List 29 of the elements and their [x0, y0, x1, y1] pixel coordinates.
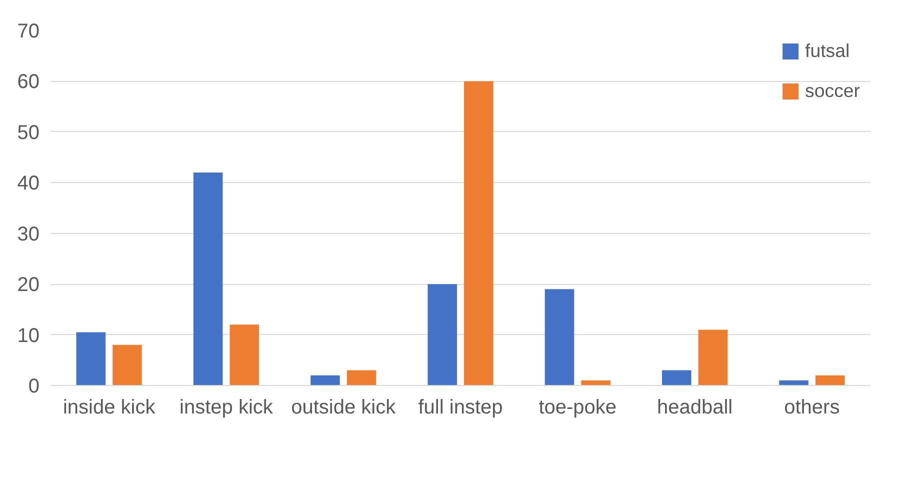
x-tick-label: toe-poke	[538, 396, 617, 418]
x-tick-label: outside kick	[291, 396, 397, 418]
x-tick-label: inside kick	[62, 396, 156, 418]
bar	[112, 344, 142, 386]
y-tick-label: 0	[28, 376, 40, 398]
x-tick-label: headball	[656, 396, 733, 418]
x-tick-label: full instep	[418, 396, 503, 418]
bar	[698, 330, 728, 386]
y-tick-label: 10	[17, 324, 40, 347]
bar	[662, 370, 692, 386]
bar	[428, 284, 457, 386]
bar	[544, 289, 574, 386]
y-tick-label: 40	[17, 172, 40, 195]
y-tick-label: 30	[17, 223, 40, 246]
bar	[76, 332, 106, 386]
x-tick-label: others	[784, 396, 840, 418]
bar	[193, 172, 223, 386]
legend-label: soccer	[805, 80, 860, 102]
y-tick-label: 50	[17, 122, 40, 144]
legend-label: futsal	[805, 40, 850, 62]
bar	[346, 370, 376, 386]
bar	[464, 81, 494, 386]
bar	[310, 375, 340, 386]
bar	[815, 375, 845, 386]
y-tick-label: 60	[17, 71, 40, 94]
y-tick-label: 20	[17, 274, 40, 296]
bar	[230, 324, 260, 386]
x-tick-label: instep kick	[180, 396, 274, 418]
y-tick-label: 70	[17, 20, 40, 42]
